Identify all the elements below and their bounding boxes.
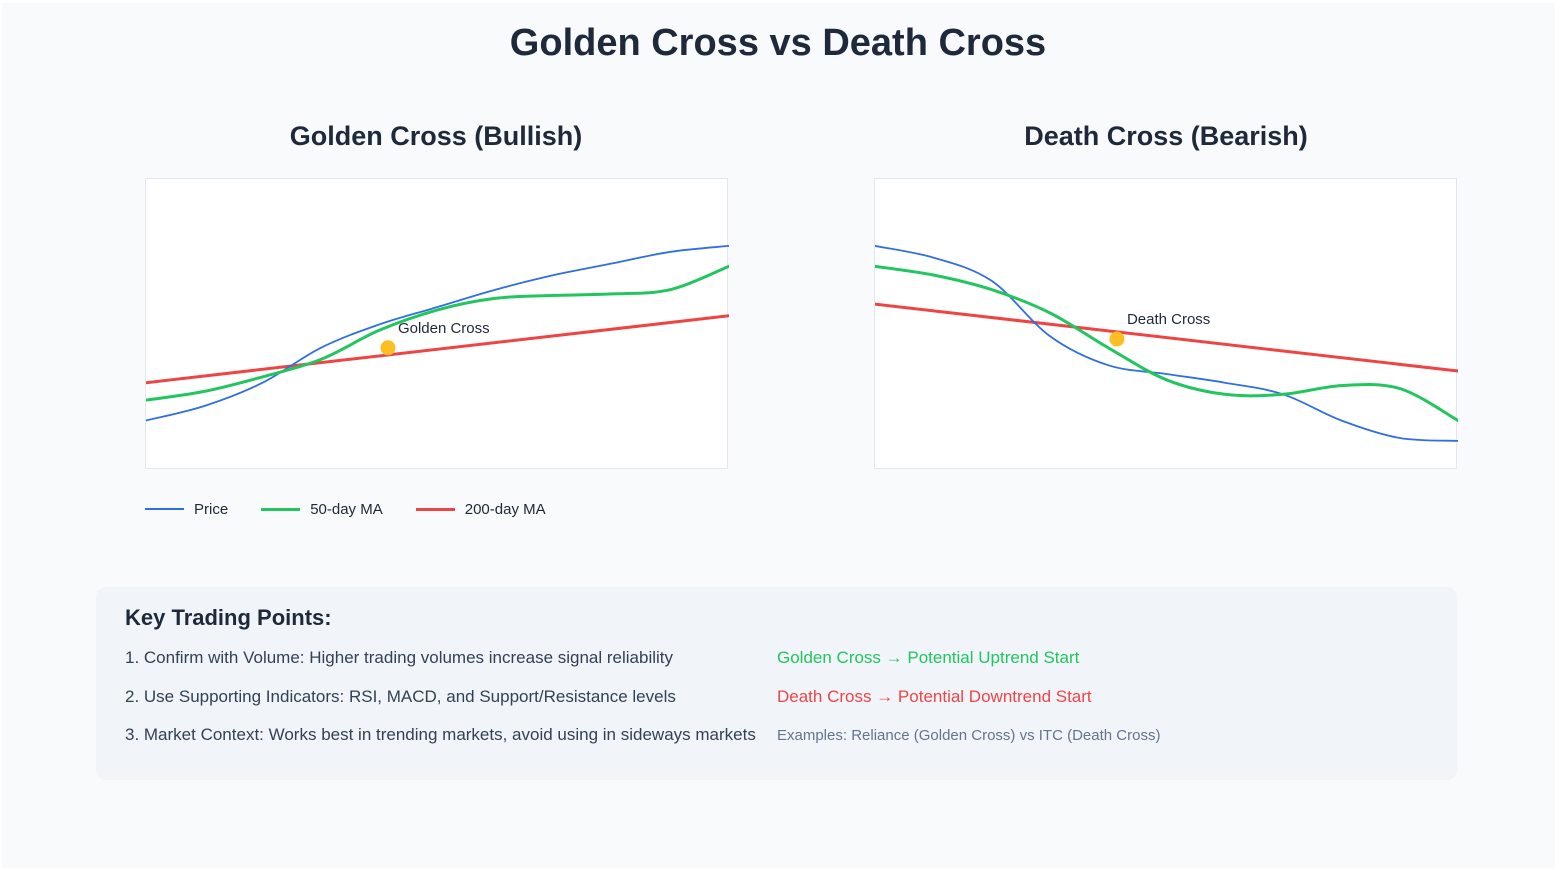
- golden-cross-chart: Golden Cross: [145, 178, 729, 469]
- death-cross-note: Death Cross → Potential Downtrend Start: [777, 687, 1092, 706]
- legend-label-price: Price: [194, 500, 229, 518]
- death-200-day-ma-line: [875, 302, 1458, 373]
- golden-50-day-ma-line: [146, 264, 729, 402]
- death-cross-chart-title: Death Cross (Bearish): [1024, 121, 1308, 151]
- legend-label-50-day-ma: 50-day MA: [310, 500, 383, 518]
- golden-price-line: [146, 245, 729, 422]
- golden-cross-label: Golden Cross: [398, 320, 490, 337]
- death-cross-marker: [1109, 331, 1125, 347]
- legend-item-200-day-ma: 200-day MA: [415, 500, 546, 518]
- death-price-line: [875, 245, 1458, 442]
- death-cross-label: Death Cross: [1127, 311, 1210, 328]
- golden-cross-marker: [380, 340, 396, 356]
- key-point-item: 2. Use Supporting Indicators: RSI, MACD,…: [125, 687, 676, 706]
- legend-swatch-200-day-ma: [415, 507, 455, 511]
- death-50-day-ma-line: [875, 264, 1458, 422]
- key-trading-points-panel: Key Trading Points: 1. Confirm with Volu…: [96, 587, 1457, 780]
- legend-label-200-day-ma: 200-day MA: [464, 500, 546, 518]
- key-point-item: 3. Market Context: Works best in trendin…: [125, 725, 756, 744]
- legend-item-price: Price: [145, 501, 228, 518]
- golden-cross-chart-title: Golden Cross (Bullish): [289, 121, 583, 151]
- legend-item-50-day-ma: 50-day MA: [261, 501, 383, 518]
- legend-swatch-50-day-ma: [261, 507, 301, 511]
- key-point-item: 1. Confirm with Volume: Higher trading v…: [125, 648, 674, 667]
- death-cross-chart: Death Cross: [874, 178, 1458, 469]
- examples-note: Examples: Reliance (Golden Cross) vs ITC…: [777, 727, 1161, 744]
- key-points-heading: Key Trading Points:: [125, 605, 332, 630]
- golden-200-day-ma-line: [146, 314, 729, 385]
- death-cross-plot: Death Cross: [875, 245, 1458, 442]
- page-title: Golden Cross vs Death Cross: [509, 22, 1047, 64]
- golden-cross-note: Golden Cross → Potential Uptrend Start: [777, 648, 1080, 667]
- legend-swatch-price: [145, 508, 184, 510]
- chart-legend: Price 50-day MA 200-day MA: [145, 498, 579, 520]
- golden-cross-plot: Golden Cross: [146, 245, 729, 422]
